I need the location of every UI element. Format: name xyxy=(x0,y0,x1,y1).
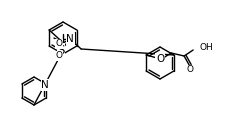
Text: O: O xyxy=(187,64,194,73)
Text: O: O xyxy=(156,54,164,64)
Text: O: O xyxy=(56,39,63,49)
Text: N: N xyxy=(66,34,74,44)
Text: OH: OH xyxy=(199,44,213,53)
Text: O: O xyxy=(56,52,63,60)
Text: N: N xyxy=(41,80,49,90)
Text: S: S xyxy=(57,44,65,57)
